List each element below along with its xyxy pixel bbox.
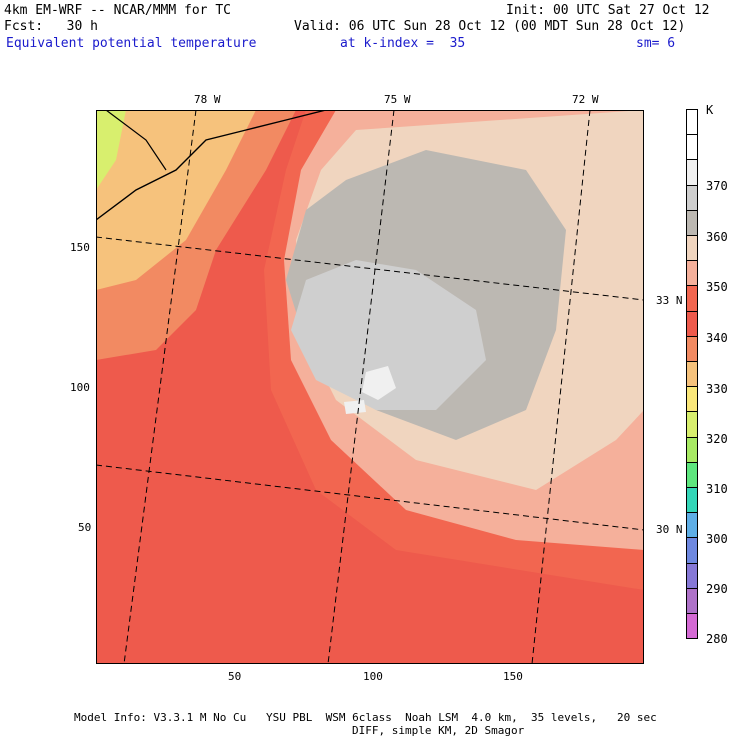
colorbar-swatch <box>686 361 698 388</box>
colorbar-swatch <box>686 285 698 312</box>
field-name: Equivalent potential temperature <box>6 36 257 51</box>
colorbar-swatch <box>686 109 698 136</box>
band-370b <box>344 400 366 414</box>
colorbar-label-290: 290 <box>706 582 728 596</box>
map-plot <box>96 110 644 664</box>
colorbar-swatch <box>686 487 698 514</box>
colorbar-swatch <box>686 260 698 287</box>
colorbar-swatch <box>686 562 698 589</box>
theta-e-field <box>96 110 644 664</box>
colorbar-swatch <box>686 310 698 337</box>
colorbar-label-300: 300 <box>706 532 728 546</box>
forecast-hour: Fcst: 30 h <box>4 19 98 34</box>
graticule <box>96 110 644 664</box>
band-370 <box>362 366 396 400</box>
colorbar-swatch <box>686 587 698 614</box>
meridian-75w <box>327 110 395 664</box>
colorbar-label-330: 330 <box>706 382 728 396</box>
lon-label-75w: 75 W <box>384 93 411 106</box>
colorbar-label-370: 370 <box>706 179 728 193</box>
model-title: 4km EM-WRF -- NCAR/MMM for TC <box>4 3 231 18</box>
colorbar-swatch <box>686 184 698 211</box>
colorbar-label-350: 350 <box>706 280 728 294</box>
lon-label-78w: 78 W <box>194 93 221 106</box>
meridian-78w <box>123 110 197 664</box>
x-tick-150: 150 <box>503 670 523 683</box>
meridian-72w <box>531 110 591 664</box>
model-info: Model Info: V3.3.1 M No Cu YSU PBL WSM 6… <box>74 711 657 724</box>
parallel-33n <box>96 236 644 301</box>
colorbar-swatch <box>686 209 698 236</box>
band-325 <box>96 110 256 290</box>
y-tick-50: 50 <box>78 521 92 534</box>
band-360 <box>291 260 486 410</box>
colorbar-unit: K <box>706 103 714 117</box>
colorbar <box>686 109 698 640</box>
x-tick-100: 100 <box>363 670 383 683</box>
colorbar-swatch <box>686 512 698 539</box>
colorbar-label-320: 320 <box>706 432 728 446</box>
colorbar-label-360: 360 <box>706 230 728 244</box>
band-315 <box>96 110 126 190</box>
colorbar-swatch <box>686 159 698 186</box>
y-tick-150: 150 <box>70 241 90 254</box>
colorbar-label-280: 280 <box>706 632 728 646</box>
lon-label-72w: 72 W <box>572 93 599 106</box>
y-tick-100: 100 <box>70 381 90 394</box>
colorbar-swatch <box>686 411 698 438</box>
init-time: Init: 00 UTC Sat 27 Oct 12 <box>506 3 710 18</box>
colorbar-swatch <box>686 335 698 362</box>
colorbar-swatch <box>686 537 698 564</box>
lat-label-33n: 33 N <box>656 294 683 307</box>
colorbar-swatch <box>686 461 698 488</box>
colorbar-swatch <box>686 613 698 640</box>
coastline <box>96 110 327 221</box>
colorbar-swatch <box>686 235 698 262</box>
x-tick-50: 50 <box>228 670 242 683</box>
parallel-30n <box>96 464 644 531</box>
smoothing-label: sm= 6 <box>636 36 676 51</box>
colorbar-label-340: 340 <box>706 331 728 345</box>
colorbar-swatch <box>686 436 698 463</box>
state-border <box>105 110 167 171</box>
model-info-2: DIFF, simple KM, 2D Smagor <box>352 724 525 737</box>
valid-time: Valid: 06 UTC Sun 28 Oct 12 (00 MDT Sun … <box>294 19 686 34</box>
colorbar-swatch <box>686 134 698 161</box>
plot-frame <box>96 110 644 664</box>
colorbar-swatch <box>686 386 698 413</box>
colorbar-label-310: 310 <box>706 482 728 496</box>
level-index: at k-index = 35 <box>340 36 466 51</box>
lat-label-30n: 30 N <box>656 523 683 536</box>
